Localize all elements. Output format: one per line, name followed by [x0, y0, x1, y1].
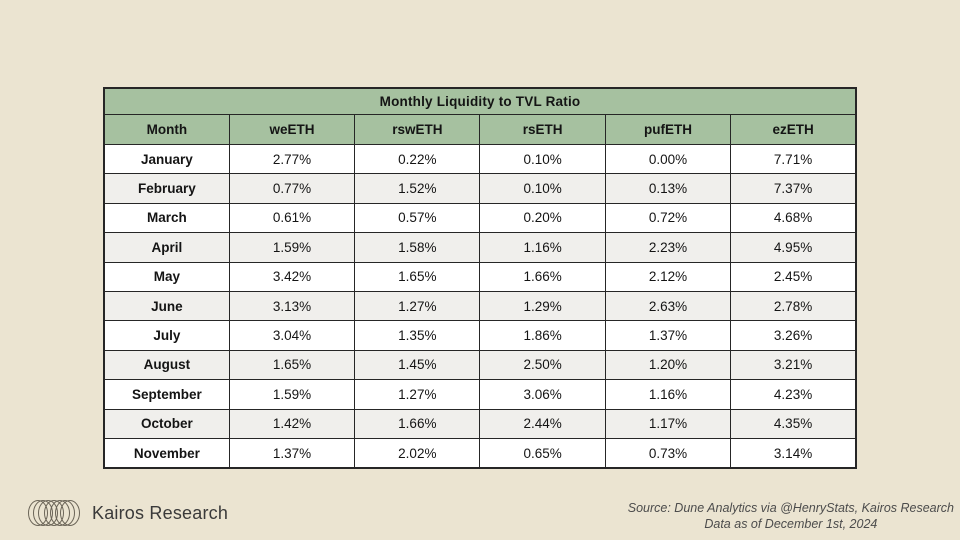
value-cell: 1.42%	[228, 408, 356, 439]
value-cell: 1.16%	[479, 232, 606, 263]
value-cell: 1.59%	[228, 379, 356, 410]
column-header-rseth: rsETH	[479, 114, 606, 145]
value-cell: 1.65%	[228, 349, 356, 381]
column-header-ezeth: ezETH	[730, 114, 857, 145]
value-cell: 2.02%	[354, 437, 481, 469]
value-cell: 0.13%	[604, 173, 732, 204]
kairos-logo-icon	[28, 500, 80, 526]
table-row-november: November 1.37% 2.02% 0.65% 0.73% 3.14%	[103, 437, 857, 469]
value-cell: 1.65%	[354, 261, 481, 292]
value-cell: 1.66%	[354, 408, 481, 439]
table-body: January 2.77% 0.22% 0.10% 0.00% 7.71% February…	[103, 143, 857, 469]
value-cell: 3.42%	[228, 261, 356, 292]
value-cell: 0.00%	[604, 143, 732, 175]
value-cell: 1.27%	[354, 379, 481, 410]
table-row-october: October 1.42% 1.66% 2.44% 1.17% 4.35%	[103, 408, 857, 439]
table-row-august: August 1.65% 1.45% 2.50% 1.20% 3.21%	[103, 349, 857, 381]
value-cell: 4.35%	[730, 408, 857, 439]
month-cell: April	[103, 232, 230, 263]
brand-footer: Kairos Research	[26, 497, 228, 529]
value-cell: 3.26%	[730, 320, 857, 351]
value-cell: 1.29%	[479, 290, 606, 322]
value-cell: 1.20%	[604, 349, 732, 381]
value-cell: 0.65%	[479, 437, 606, 469]
value-cell: 1.17%	[604, 408, 732, 439]
value-cell: 1.37%	[604, 320, 732, 351]
value-cell: 3.21%	[730, 349, 857, 381]
value-cell: 3.14%	[730, 437, 857, 469]
column-header-month: Month	[103, 114, 230, 145]
value-cell: 7.37%	[730, 173, 857, 204]
value-cell: 0.73%	[604, 437, 732, 469]
value-cell: 1.86%	[479, 320, 606, 351]
table-row-april: April 1.59% 1.58% 1.16% 2.23% 4.95%	[103, 232, 857, 263]
table-row-may: May 3.42% 1.65% 1.66% 2.12% 2.45%	[103, 261, 857, 292]
value-cell: 1.58%	[354, 232, 481, 263]
month-cell: June	[103, 290, 230, 322]
table-row-september: September 1.59% 1.27% 3.06% 1.16% 4.23%	[103, 379, 857, 410]
value-cell: 1.52%	[354, 173, 481, 204]
value-cell: 0.72%	[604, 202, 732, 234]
value-cell: 2.45%	[730, 261, 857, 292]
value-cell: 0.10%	[479, 173, 606, 204]
table-row-march: March 0.61% 0.57% 0.20% 0.72% 4.68%	[103, 202, 857, 234]
table-row-june: June 3.13% 1.27% 1.29% 2.63% 2.78%	[103, 290, 857, 322]
column-header-rsweth: rswETH	[354, 114, 481, 145]
value-cell: 3.06%	[479, 379, 606, 410]
value-cell: 1.27%	[354, 290, 481, 322]
source-line-1: Source: Dune Analytics via @HenryStats, …	[627, 501, 954, 515]
value-cell: 2.63%	[604, 290, 732, 322]
month-cell: May	[103, 261, 230, 292]
value-cell: 0.57%	[354, 202, 481, 234]
table-row-february: February 0.77% 1.52% 0.10% 0.13% 7.37%	[103, 173, 857, 204]
value-cell: 7.71%	[730, 143, 857, 175]
month-cell: February	[103, 173, 230, 204]
month-cell: October	[103, 408, 230, 439]
value-cell: 1.35%	[354, 320, 481, 351]
value-cell: 2.50%	[479, 349, 606, 381]
column-header-weeth: weETH	[228, 114, 356, 145]
month-cell: January	[103, 143, 230, 175]
value-cell: 3.04%	[228, 320, 356, 351]
value-cell: 2.44%	[479, 408, 606, 439]
source-line-2: Data as of December 1st, 2024	[704, 517, 878, 531]
value-cell: 2.77%	[228, 143, 356, 175]
column-header-row: Month weETH rswETH rsETH pufETH ezETH	[103, 114, 857, 145]
value-cell: 2.78%	[730, 290, 857, 322]
table-title-row: Monthly Liquidity to TVL Ratio	[103, 87, 857, 115]
liquidity-tvl-table: Monthly Liquidity to TVL Ratio Month weET…	[103, 87, 857, 470]
table-row-july: July 3.04% 1.35% 1.86% 1.37% 3.26%	[103, 320, 857, 351]
value-cell: 1.16%	[604, 379, 732, 410]
value-cell: 4.95%	[730, 232, 857, 263]
value-cell: 1.45%	[354, 349, 481, 381]
column-header-pufeth: pufETH	[604, 114, 732, 145]
value-cell: 0.61%	[228, 202, 356, 234]
value-cell: 0.20%	[479, 202, 606, 234]
value-cell: 3.13%	[228, 290, 356, 322]
value-cell: 2.23%	[604, 232, 732, 263]
source-note: Source: Dune Analytics via @HenryStats, …	[628, 500, 954, 532]
value-cell: 1.59%	[228, 232, 356, 263]
value-cell: 1.37%	[228, 437, 356, 469]
month-cell: September	[103, 379, 230, 410]
value-cell: 0.22%	[354, 143, 481, 175]
value-cell: 0.10%	[479, 143, 606, 175]
value-cell: 4.23%	[730, 379, 857, 410]
brand-name: Kairos Research	[92, 502, 229, 523]
value-cell: 1.66%	[479, 261, 606, 292]
table-title: Monthly Liquidity to TVL Ratio	[103, 87, 857, 115]
value-cell: 2.12%	[604, 261, 732, 292]
month-cell: August	[103, 349, 230, 381]
month-cell: July	[103, 320, 230, 351]
month-cell: March	[103, 202, 230, 234]
value-cell: 0.77%	[228, 173, 356, 204]
value-cell: 4.68%	[730, 202, 857, 234]
table-row-january: January 2.77% 0.22% 0.10% 0.00% 7.71%	[103, 143, 857, 175]
month-cell: November	[103, 437, 230, 469]
